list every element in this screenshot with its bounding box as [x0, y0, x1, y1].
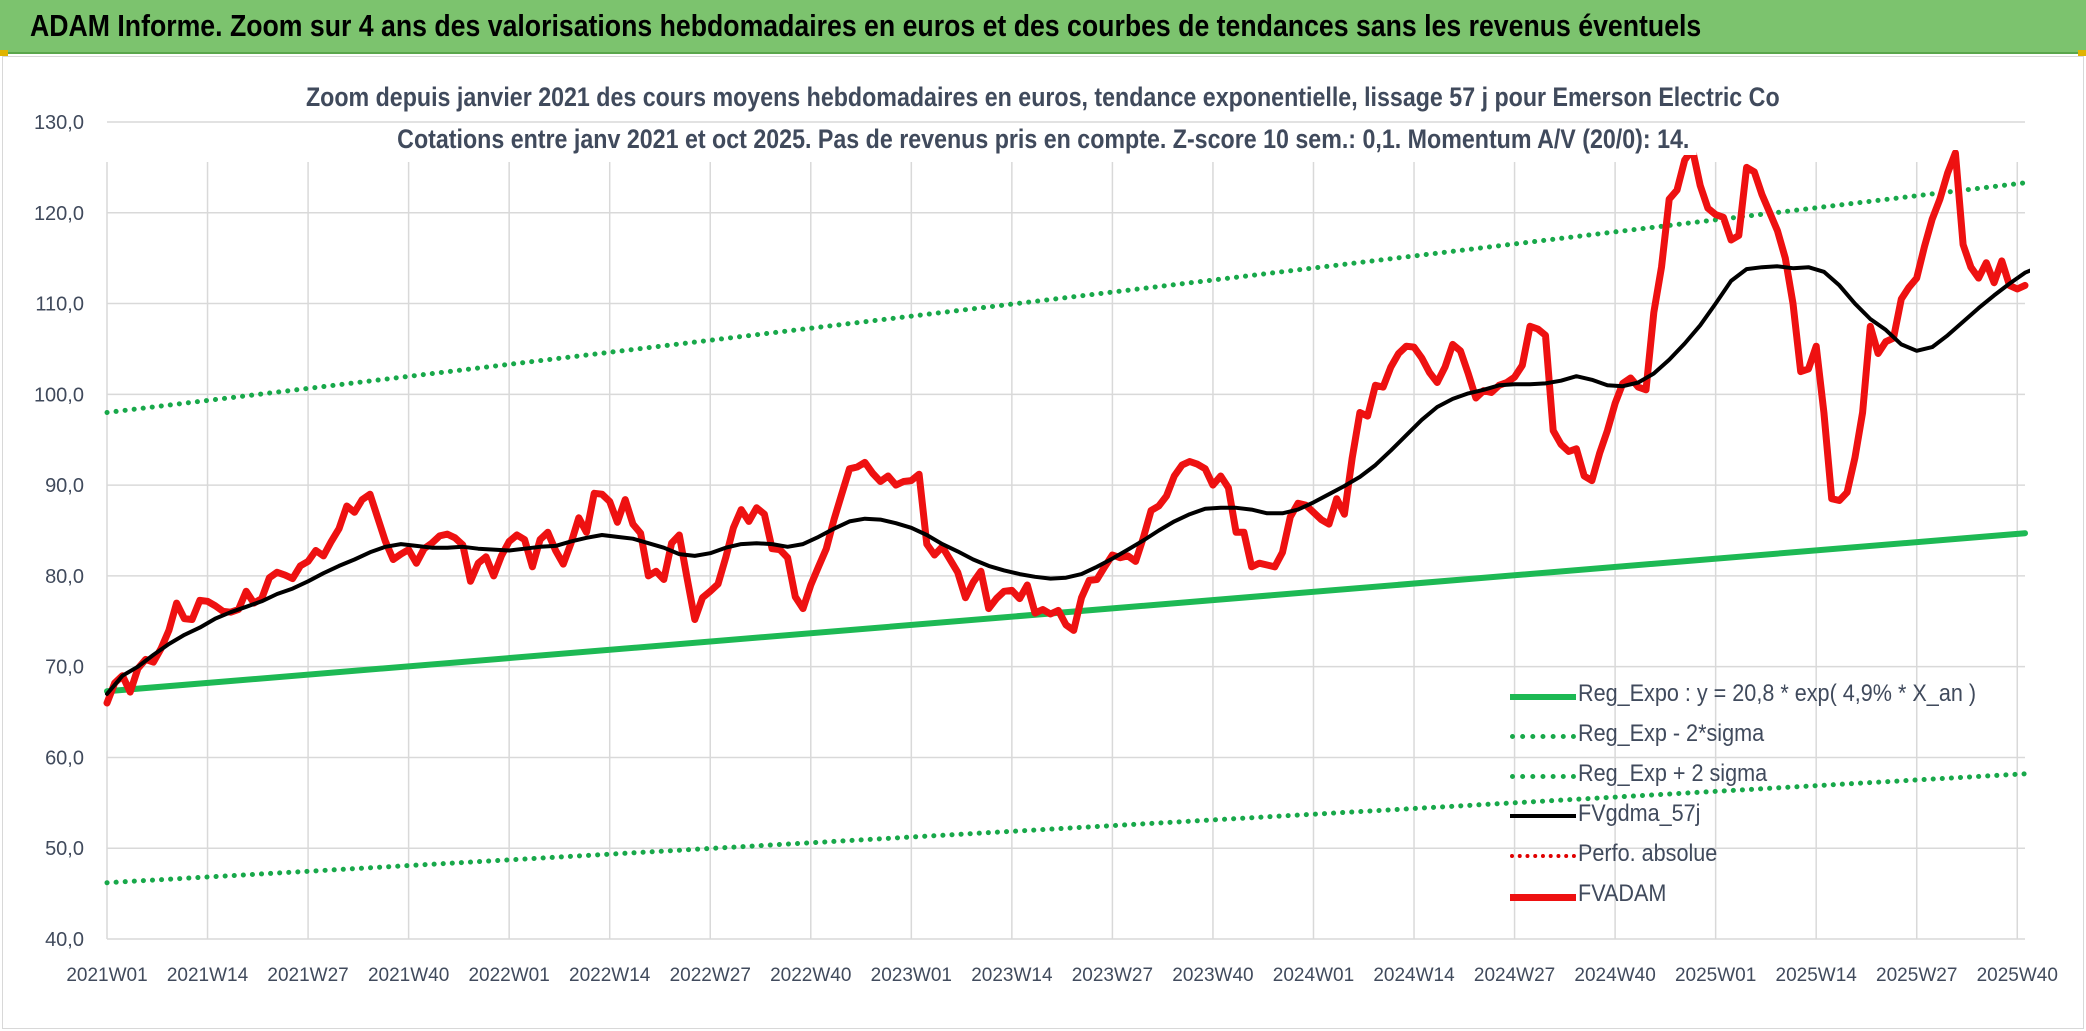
x-tick-label: 2022W27: [670, 965, 751, 986]
x-tick-label: 2024W27: [1474, 965, 1555, 986]
legend-item-reg-expo: Reg_Expo : y = 20,8 * exp( 4,9% * X_an ): [1510, 676, 2020, 716]
chart-subtitle: Cotations entre janv 2021 et oct 2025. P…: [0, 124, 2086, 155]
legend-swatch-fvgdma: [1510, 814, 1576, 818]
legend-swatch-reg-minus: [1510, 734, 1576, 739]
chart-title: Zoom depuis janvier 2021 des cours moyen…: [0, 82, 2086, 113]
legend-label-reg-minus: Reg_Exp - 2*sigma: [1578, 720, 1765, 747]
x-tick-label: 2022W01: [468, 965, 549, 986]
legend-swatch-reg-plus: [1510, 774, 1576, 779]
y-tick-label: 110,0: [35, 294, 84, 316]
x-tick-label: 2024W40: [1574, 965, 1655, 986]
x-tick-label: 2023W40: [1172, 965, 1253, 986]
legend-label-reg-expo: Reg_Expo : y = 20,8 * exp( 4,9% * X_an ): [1578, 680, 1977, 707]
series-reg-plus-2sigma: [104, 180, 2028, 415]
legend-item-fvadam: FVADAM: [1510, 876, 2020, 916]
legend-swatch-reg-expo: [1510, 694, 1576, 700]
y-tick-label: 60,0: [45, 747, 84, 769]
y-tick-label: 70,0: [45, 657, 84, 679]
chart-subtitle-text: Cotations entre janv 2021 et oct 2025. P…: [390, 124, 1696, 155]
legend-item-perfo: Perfo. absolue: [1510, 836, 2020, 876]
legend-label-fvgdma: FVgdma_57j: [1578, 800, 1701, 827]
report-banner: ADAM Informe. Zoom sur 4 ans des valoris…: [0, 0, 2086, 56]
x-tick-label: 2023W27: [1072, 965, 1153, 986]
chart-frame: [2, 56, 2084, 1029]
legend-label-fvadam: FVADAM: [1578, 880, 1667, 907]
y-tick-label: 50,0: [45, 838, 84, 860]
x-tick-label: 2021W40: [368, 965, 449, 986]
y-tick-label: 40,0: [45, 929, 84, 951]
y-tick-label: 100,0: [34, 384, 84, 406]
legend-label-perfo: Perfo. absolue: [1578, 840, 1718, 867]
x-axis-ticks: 2021W01 2021W14 2021W27 2021W40 2022W01 2022W…: [66, 965, 2058, 986]
x-tick-label: 2021W14: [167, 965, 249, 986]
x-tick-label: 2025W01: [1675, 965, 1756, 986]
x-tick-label: 2025W27: [1876, 965, 1957, 986]
x-tick-label: 2021W27: [267, 965, 348, 986]
legend-item-reg-minus: Reg_Exp - 2*sigma: [1510, 716, 2020, 756]
x-tick-label: 2021W01: [66, 965, 147, 986]
legend-swatch-perfo: [1510, 854, 1576, 858]
series-reg-minus-2sigma: [104, 771, 2028, 886]
y-tick-label: 130,0: [34, 112, 84, 134]
legend-label-reg-plus: Reg_Exp + 2 sigma: [1578, 760, 1768, 787]
x-tick-label: 2024W01: [1273, 965, 1354, 986]
legend-item-reg-plus: Reg_Exp + 2 sigma: [1510, 756, 2020, 796]
x-tick-label: 2023W14: [971, 965, 1053, 986]
x-tick-label: 2023W01: [871, 965, 952, 986]
x-tick-label: 2025W40: [1977, 965, 2058, 986]
y-tick-label: 90,0: [45, 475, 84, 497]
legend-swatch-fvadam: [1510, 894, 1576, 901]
y-axis-ticks: 40,0 50,0 60,0 70,0 80,0 90,0 100,0 110,0 120,0 1…: [34, 112, 84, 951]
banner-corner-left: [0, 50, 8, 56]
series-fvgdma-57j: [105, 264, 2030, 696]
chart-title-text: Zoom depuis janvier 2021 des cours moyen…: [299, 82, 1787, 113]
series-layer: [103, 150, 2030, 886]
x-tick-label: 2025W14: [1776, 965, 1858, 986]
x-tick-label: 2022W14: [569, 965, 651, 986]
y-tick-label: 80,0: [45, 566, 84, 588]
series-fvadam: [103, 150, 2029, 707]
y-tick-label: 120,0: [34, 203, 84, 225]
banner-corner-right: [2078, 50, 2086, 56]
series-reg-expo: [104, 530, 2028, 695]
x-tick-label: 2022W40: [770, 965, 851, 986]
legend-item-fvgdma: FVgdma_57j: [1510, 796, 2020, 836]
x-tick-label: 2024W14: [1373, 965, 1455, 986]
report-title: ADAM Informe. Zoom sur 4 ans des valoris…: [30, 8, 1702, 43]
legend: Reg_Expo : y = 20,8 * exp( 4,9% * X_an )…: [1510, 676, 2020, 916]
